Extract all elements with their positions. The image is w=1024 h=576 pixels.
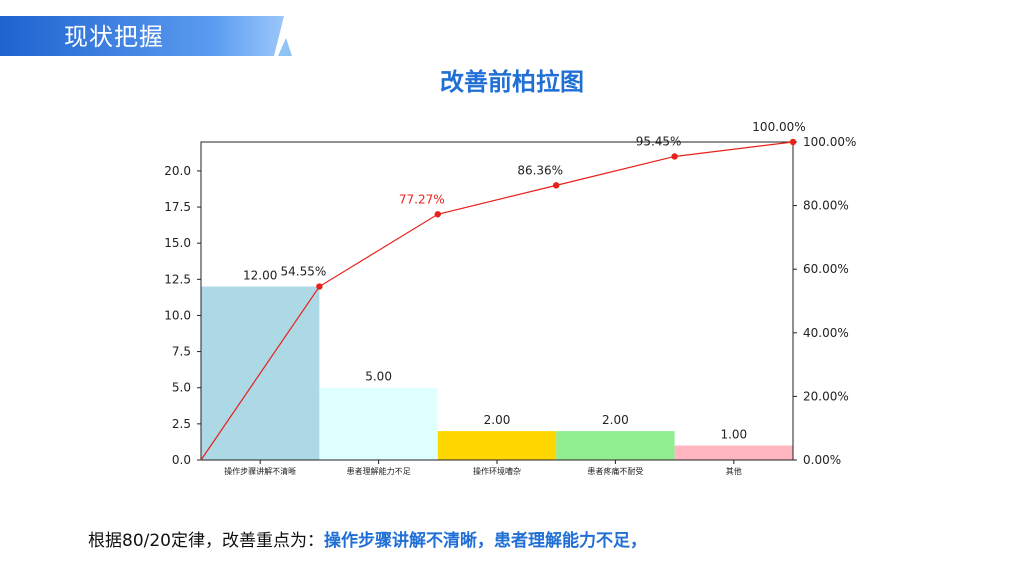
cumulative-label: 100.00% <box>752 120 805 134</box>
conclusion-text: 根据80/20定律，改善重点为：操作步骤讲解不清晰，患者理解能力不足， <box>88 526 647 551</box>
y2-tick-label: 100.00% <box>803 135 856 149</box>
y-tick-label: 0.0 <box>172 453 191 467</box>
y2-tick-label: 40.00% <box>803 326 849 340</box>
bar-value-label: 5.00 <box>365 370 392 384</box>
cumulative-point <box>671 153 678 160</box>
cumulative-line <box>200 141 794 461</box>
y-tick-label: 7.5 <box>172 345 191 359</box>
conclusion-prefix: 根据80/20定律，改善重点为： <box>88 531 324 551</box>
bar-value-label: 1.00 <box>720 428 747 442</box>
conclusion-emphasis: 操作步骤讲解不清晰，患者理解能力不足， <box>324 531 647 551</box>
chart-title: 改善前柏拉图 <box>440 68 584 96</box>
y-tick-label: 15.0 <box>164 236 191 250</box>
section-banner <box>0 16 292 56</box>
section-title: 现状把握 <box>64 23 164 51</box>
cumulative-point <box>553 182 560 189</box>
bar-value-label: 2.00 <box>602 413 629 427</box>
y-tick-label: 2.5 <box>172 417 191 431</box>
y-tick-label: 10.0 <box>164 308 191 322</box>
cumulative-label: 54.55% <box>281 265 327 279</box>
cumulative-point <box>316 283 323 290</box>
x-tick-label: 其他 <box>726 466 742 476</box>
y-tick-label: 5.0 <box>172 381 191 395</box>
cumulative-label: 86.36% <box>517 163 563 177</box>
x-tick-label: 患者疼痛不耐受 <box>587 466 643 476</box>
y-tick-label: 17.5 <box>164 200 191 214</box>
x-tick-label: 操作步骤讲解不清晰 <box>224 466 296 476</box>
bar-value-label: 2.00 <box>484 413 511 427</box>
y2-tick-label: 80.00% <box>803 199 849 213</box>
bar-5 <box>674 445 793 460</box>
cumulative-label: 77.27% <box>399 192 445 206</box>
cumulative-point <box>434 211 441 218</box>
bar-3 <box>437 431 557 460</box>
cumulative-label: 95.45% <box>636 134 682 148</box>
x-tick-label: 患者理解能力不足 <box>347 466 411 476</box>
x-tick-label: 操作环境嘈杂 <box>473 466 521 476</box>
y2-tick-label: 20.00% <box>803 389 849 403</box>
y-tick-label: 20.0 <box>164 164 191 178</box>
y2-tick-label: 0.00% <box>803 453 841 467</box>
y2-tick-label: 60.00% <box>803 262 849 276</box>
bar-2 <box>319 387 438 460</box>
cumulative-point <box>789 138 797 146</box>
bar-value-label: 12.00 <box>243 269 277 283</box>
bar-4 <box>556 431 675 460</box>
y-tick-label: 12.5 <box>164 272 191 286</box>
